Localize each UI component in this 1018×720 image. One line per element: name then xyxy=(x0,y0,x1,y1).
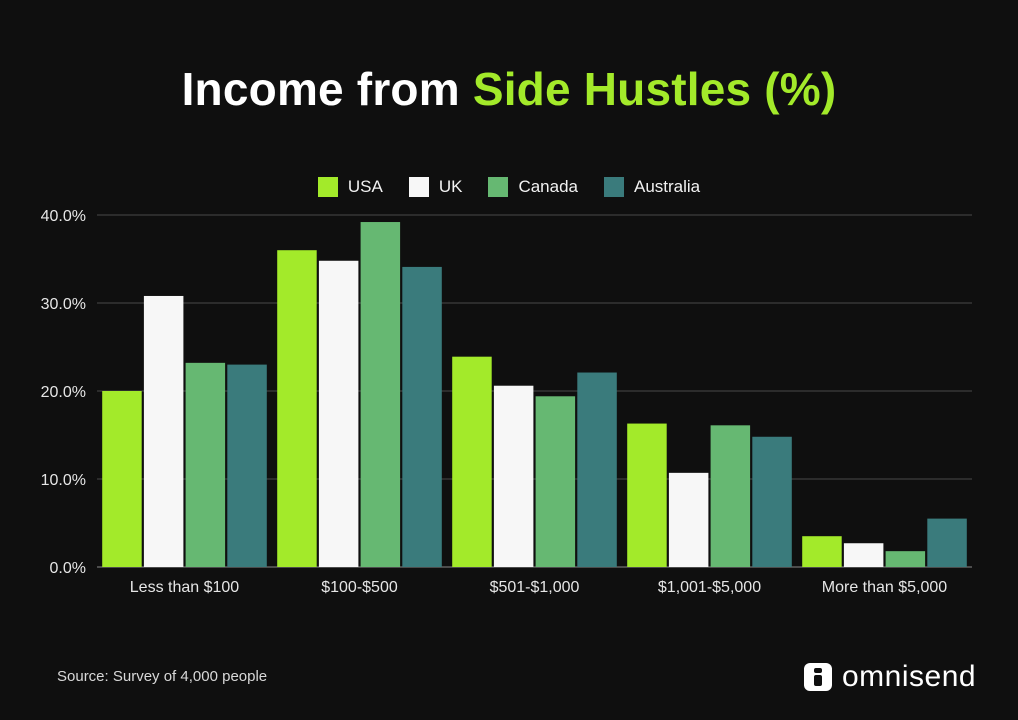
y-tick-label: 0.0% xyxy=(50,560,86,577)
bar-usa xyxy=(452,356,492,567)
x-tick-label: More than $5,000 xyxy=(822,579,948,596)
bar-canada xyxy=(710,425,751,567)
y-tick-label: 20.0% xyxy=(41,384,86,401)
chart-legend: USA UK Canada Australia xyxy=(0,177,1018,197)
bar-usa xyxy=(102,391,142,567)
bar-australia xyxy=(402,266,442,567)
x-tick-label: Less than $100 xyxy=(130,579,240,596)
x-tick-label: $501-$1,000 xyxy=(490,579,580,596)
legend-swatch-australia xyxy=(604,177,624,197)
bar-australia xyxy=(577,372,617,567)
legend-item-usa: USA xyxy=(317,177,383,197)
y-tick-label: 40.0% xyxy=(41,208,86,225)
bar-canada xyxy=(185,362,226,567)
bar-usa xyxy=(802,536,842,567)
legend-label-australia: Australia xyxy=(634,177,701,196)
legend-item-australia: Australia xyxy=(604,177,700,197)
source-note: Source: Survey of 4,000 people xyxy=(57,668,268,685)
x-tick-label: $100-$500 xyxy=(321,579,398,596)
bar-uk xyxy=(318,260,359,567)
legend-label-canada: Canada xyxy=(518,177,578,196)
bar-usa xyxy=(627,423,667,567)
legend-swatch-usa xyxy=(317,177,338,197)
bar-canada xyxy=(885,551,926,567)
bar-uk xyxy=(843,543,884,567)
legend-swatch-uk xyxy=(408,177,429,197)
bar-uk xyxy=(668,472,709,567)
y-tick-label: 10.0% xyxy=(41,472,86,489)
bar-canada xyxy=(535,396,576,567)
bar-usa xyxy=(277,250,317,567)
bar-canada xyxy=(360,222,401,568)
chart-title-part1: Income from xyxy=(181,63,473,115)
legend-label-uk: UK xyxy=(438,177,463,196)
bar-australia xyxy=(227,364,267,567)
legend-item-canada: Canada xyxy=(488,177,578,197)
omnisend-logo-icon xyxy=(804,663,832,691)
y-tick-label: 30.0% xyxy=(41,296,86,313)
legend-label-usa: USA xyxy=(347,177,383,196)
chart-title-highlight: Side Hustles (%) xyxy=(472,63,837,115)
bar-uk xyxy=(143,295,184,567)
bar-uk xyxy=(493,385,534,567)
chart-title: Income from Side Hustles (%) xyxy=(0,62,1018,116)
brand-name: omnisend xyxy=(842,660,977,693)
legend-swatch-canada xyxy=(488,177,509,197)
x-tick-label: $1,001-$5,000 xyxy=(658,579,761,596)
brand-logo: omnisend xyxy=(804,660,976,694)
bar-australia xyxy=(752,436,792,567)
legend-item-uk: UK xyxy=(408,177,463,197)
bar-australia xyxy=(927,518,967,567)
